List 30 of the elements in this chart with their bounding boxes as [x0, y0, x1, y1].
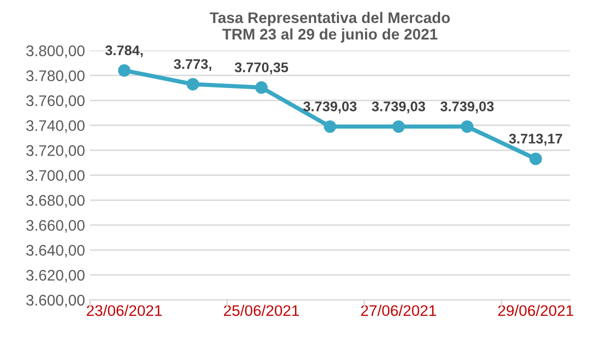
data-label: 3.739,03 — [440, 101, 494, 114]
y-tick-label: 3.760,00 — [26, 95, 85, 108]
y-tick-label: 3.700,00 — [26, 170, 85, 183]
point — [324, 120, 336, 133]
point — [392, 120, 405, 133]
data-label: 3.770,35 — [234, 62, 288, 74]
data-label: 3.713,17 — [509, 134, 562, 146]
data-label: 3.773, — [174, 59, 212, 71]
point — [529, 152, 542, 166]
y-tick-label: 3.600,00 — [26, 294, 85, 308]
point — [460, 120, 474, 133]
y-tick-label: 3.780,00 — [26, 70, 85, 83]
y-tick-label: 3.660,00 — [26, 220, 85, 233]
y-tick-label: 3.640,00 — [26, 244, 85, 258]
y-tick-label: 3.720,00 — [26, 145, 85, 158]
chart-title: Tasa Representativa del Mercado TRM 23 al 29 de junio de 2021 — [210, 12, 450, 43]
point — [255, 81, 268, 94]
y-tick-label: 3.680,00 — [26, 195, 85, 208]
y-tick-label: 3.740,00 — [26, 120, 85, 133]
data-label: 3.739,03 — [303, 101, 357, 114]
point — [186, 78, 200, 90]
y-tick-label: 3.800,00 — [26, 45, 85, 58]
data-label: 3.784, — [105, 45, 143, 58]
x-tick-label: 25/06/2021 — [224, 304, 299, 316]
x-tick-label: 23/06/2021 — [86, 304, 162, 316]
data-label: 3.739,03 — [372, 101, 426, 114]
point — [118, 64, 131, 77]
x-tick-label: 29/06/2021 — [498, 304, 574, 316]
y-tick-label: 3.620,00 — [26, 270, 85, 282]
x-tick-label: 27/06/2021 — [361, 304, 436, 316]
